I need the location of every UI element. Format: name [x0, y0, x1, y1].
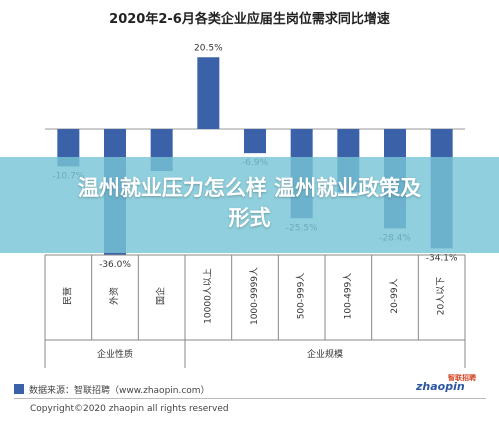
category-label-0: 民营 [61, 287, 73, 305]
category-label-7: 20-99人 [389, 278, 400, 313]
category-label-5: 500-999人 [296, 273, 307, 320]
category-label-1: 外资 [108, 287, 120, 305]
logo-wordmark: zhaopin [416, 380, 465, 393]
footer: 数据来源：智联招聘（www.zhaopin.com） Copyright©202… [0, 374, 499, 423]
headline-line-2: 形式 [228, 206, 271, 230]
category-label-6: 100-499人 [342, 273, 353, 320]
headline-text: 温州就业压力怎么样 温州就业政策及 形式 [0, 173, 499, 233]
group-label-0: 企业性质 [97, 348, 133, 360]
bar-4 [244, 129, 266, 154]
data-label-8: -34.1% [426, 253, 458, 263]
logo-subtext: 智联招聘 [448, 374, 476, 382]
data-label-3: 20.5% [194, 43, 223, 53]
category-label-2: 国企 [155, 287, 167, 305]
footer-divider [14, 398, 486, 399]
headline-banner: 温州就业压力怎么样 温州就业政策及 形式 [0, 157, 499, 253]
chart-title: 2020年2-6月各类企业应届生岗位需求同比增速 [109, 12, 390, 27]
source-marker-icon [14, 384, 24, 394]
source-text: 数据来源：智联招聘（www.zhaopin.com） [29, 386, 210, 396]
data-label-1: -36.0% [99, 260, 131, 270]
category-label-8: 20人以下 [436, 277, 447, 315]
source-note: 数据来源：智联招聘（www.zhaopin.com） [14, 383, 210, 396]
group-label-1: 企业规模 [307, 348, 343, 360]
headline-line-1: 温州就业压力怎么样 温州就业政策及 [77, 176, 422, 200]
category-label-3: 10000人以上 [202, 268, 213, 324]
zhaopin-logo: zhaopin 智联招聘 [414, 374, 494, 396]
category-label-4: 1000-9999人 [249, 267, 260, 325]
bar-3 [197, 57, 220, 129]
copyright-text: Copyright©2020 zhaopin all rights reserv… [30, 404, 229, 414]
